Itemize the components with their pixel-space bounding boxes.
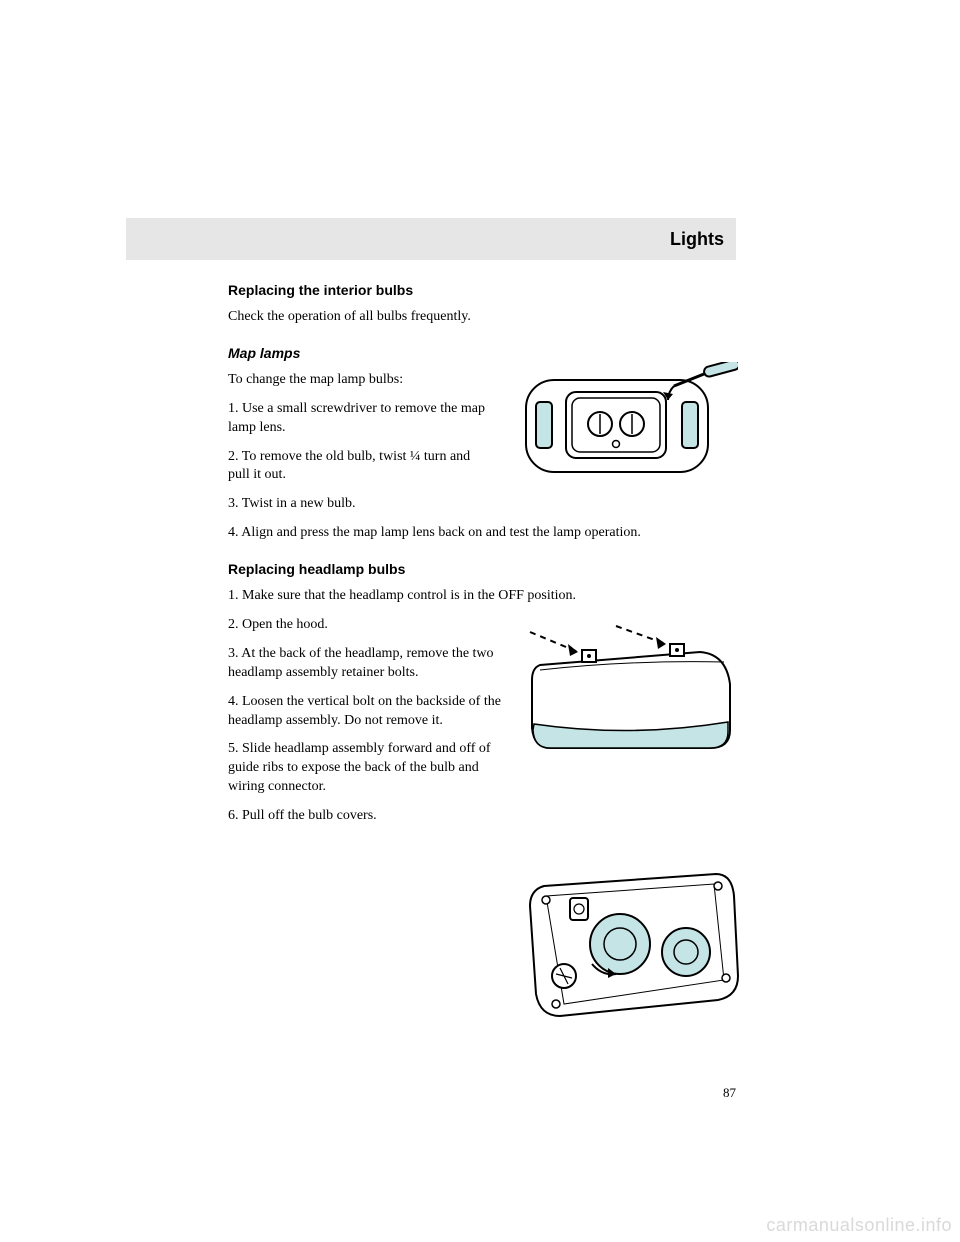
text-map-step2: 2. To remove the old bulb, twist ¼ turn … — [228, 448, 488, 486]
text-head-step4: 4. Loosen the vertical bolt on the backs… — [228, 693, 508, 731]
page-number: 87 — [723, 1085, 736, 1101]
text-head-step5: 5. Slide headlamp assembly forward and o… — [228, 740, 508, 797]
text-map-step3: 3. Twist in a new bulb. — [228, 495, 488, 514]
illustration-headlamp-front — [520, 620, 740, 770]
text-map-step4: 4. Align and press the map lamp lens bac… — [228, 524, 736, 543]
heading-headlamp: Replacing headlamp bulbs — [228, 561, 736, 577]
text-head-step3: 3. At the back of the headlamp, remove t… — [228, 645, 508, 683]
illustration-headlamp-back — [516, 856, 746, 1026]
heading-replacing-interior: Replacing the interior bulbs — [228, 282, 736, 298]
text-map-step1: 1. Use a small screwdriver to remove the… — [228, 400, 488, 438]
text-map-intro: To change the map lamp bulbs: — [228, 371, 488, 390]
text-head-step6: 6. Pull off the bulb covers. — [228, 807, 508, 826]
text-head-step1: 1. Make sure that the headlamp control i… — [228, 587, 736, 606]
text-check-operation: Check the operation of all bulbs frequen… — [228, 308, 736, 327]
illustration-map-lamp — [518, 362, 738, 482]
heading-map-lamps: Map lamps — [228, 345, 736, 361]
watermark: carmanualsonline.info — [766, 1215, 952, 1236]
